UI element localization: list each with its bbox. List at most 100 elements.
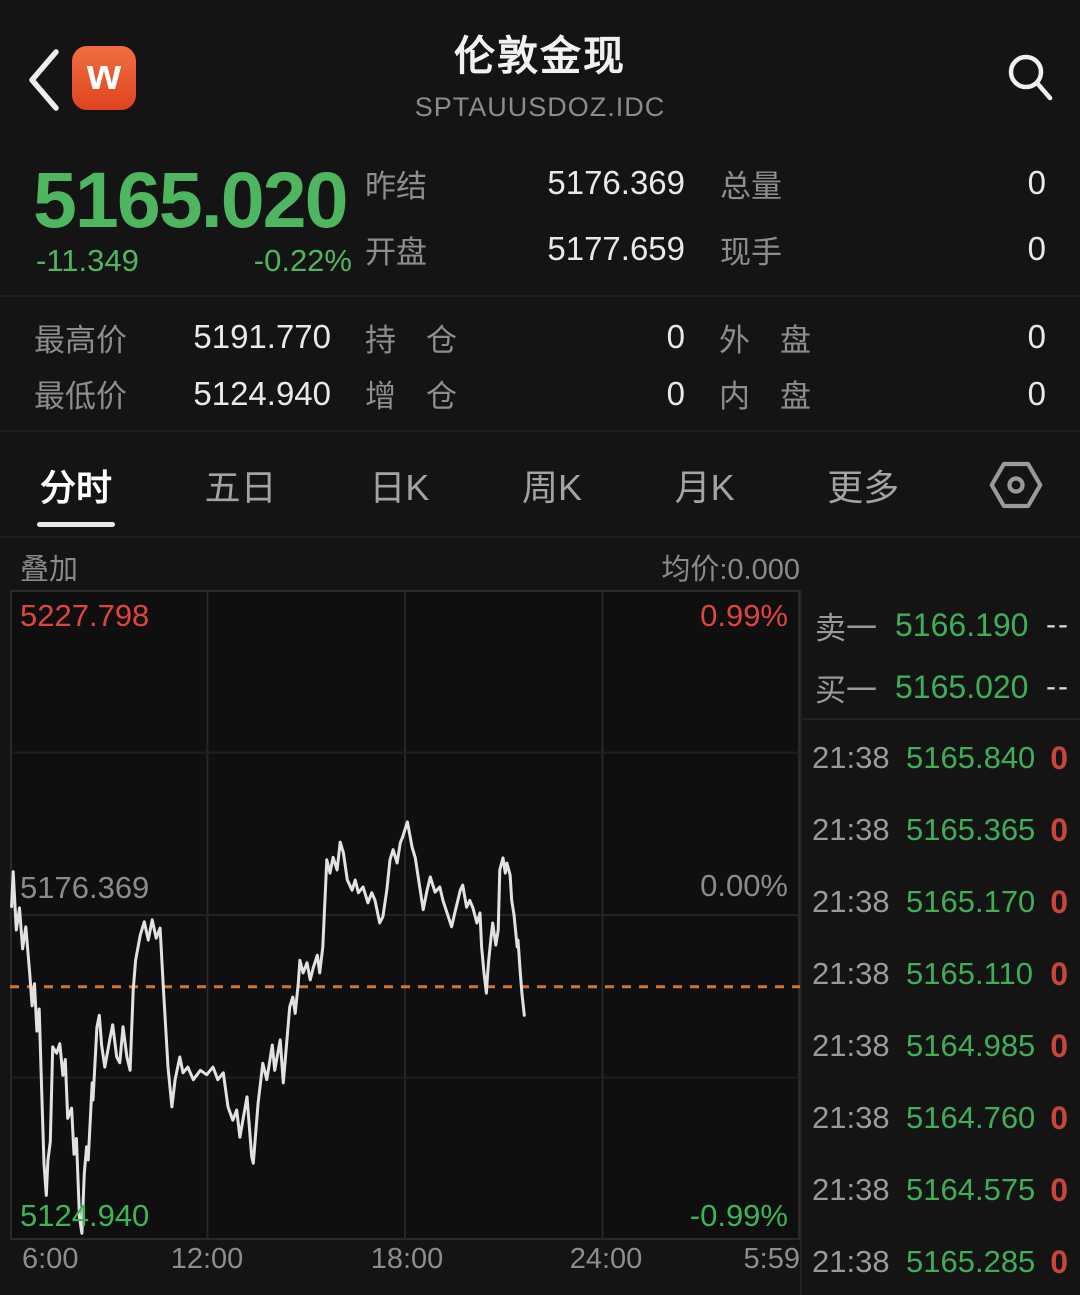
tab-intraday[interactable]: 分时 bbox=[34, 431, 118, 539]
chart-subbar: 叠加 均价:0.000 bbox=[0, 538, 1080, 590]
high-value: 5191.770 bbox=[193, 318, 331, 356]
page-title: 伦敦金现 bbox=[454, 33, 626, 79]
price-change-pct: -0.22% bbox=[253, 243, 352, 278]
tab-more[interactable]: 更多 bbox=[827, 467, 900, 508]
trade-time: 21:38 bbox=[812, 956, 890, 991]
tape-row: 21:38 5165.110 0 bbox=[802, 938, 1080, 1010]
trade-price: 5164.760 bbox=[906, 1100, 1036, 1135]
header: w 伦敦金现 SPTAUUSDOZ.IDC bbox=[0, 0, 1080, 140]
order-panel: 卖一 5166.190 -- 买一 5165.020 -- 21:38 5165… bbox=[800, 590, 1080, 1295]
trade-time: 21:38 bbox=[812, 1172, 890, 1207]
chart-prevclose-label: 5176.369 bbox=[20, 870, 150, 905]
open-label: 开盘 bbox=[365, 234, 427, 270]
chart-period-tabs: 分时 五日 日K 周K 月K 更多 bbox=[0, 434, 1080, 538]
active-tab-underline bbox=[37, 522, 115, 527]
tape-row: 21:38 5165.285 0 bbox=[802, 1226, 1080, 1295]
price-chart-canvas bbox=[10, 590, 800, 1240]
time-tick: 24:00 bbox=[569, 1243, 643, 1275]
bid-volume: -- bbox=[1046, 670, 1070, 703]
chart-settings-button[interactable] bbox=[986, 455, 1046, 515]
inner-lots-label: 内盘 bbox=[719, 379, 811, 415]
average-price-label: 均价:0.000 bbox=[661, 554, 800, 586]
prev-close-value: 5176.369 bbox=[547, 164, 685, 201]
low-label: 最低价 bbox=[34, 379, 127, 415]
last-price: 5165.020 bbox=[33, 155, 349, 244]
overlay-button[interactable]: 叠加 bbox=[20, 554, 79, 586]
volume-value: 0 bbox=[1027, 164, 1046, 201]
wind-app-logo[interactable]: w bbox=[72, 46, 136, 110]
volume-label: 总量 bbox=[720, 168, 782, 204]
trade-volume: 0 bbox=[1050, 811, 1068, 848]
trade-time: 21:38 bbox=[812, 812, 890, 847]
bid-price: 5165.020 bbox=[895, 668, 1029, 705]
trade-volume: 0 bbox=[1050, 955, 1068, 992]
change-row: -11.349 -0.22% bbox=[36, 243, 352, 279]
trade-price: 5165.285 bbox=[906, 1244, 1036, 1279]
ask-price: 5166.190 bbox=[895, 606, 1029, 643]
trade-tape[interactable]: 21:38 5165.840 0 21:38 5165.365 0 21:38 … bbox=[802, 720, 1080, 1295]
trade-volume: 0 bbox=[1050, 1243, 1068, 1280]
price-line bbox=[10, 820, 526, 1235]
stats-grid: 最高价 5191.770 持仓 0 外盘 0 最低价 5124.940 增仓 0… bbox=[0, 299, 1080, 432]
tab-monthly-k[interactable]: 月K bbox=[674, 467, 735, 508]
chart-zero-pct-label: 0.00% bbox=[700, 868, 788, 903]
open-interest-label: 持仓 bbox=[365, 322, 457, 358]
order-book: 卖一 5166.190 -- 买一 5165.020 -- bbox=[802, 590, 1080, 720]
tape-row: 21:38 5164.760 0 bbox=[802, 1082, 1080, 1154]
trade-volume: 0 bbox=[1050, 1171, 1068, 1208]
quote-summary: 5165.020 -11.349 -0.22% 昨结 5176.369 总量 0… bbox=[0, 140, 1080, 297]
chart-min-price-label: 5124.940 bbox=[20, 1198, 150, 1233]
trade-price: 5165.170 bbox=[906, 884, 1036, 919]
cur-vol-value: 0 bbox=[1027, 230, 1046, 267]
tab-daily-k[interactable]: 日K bbox=[369, 467, 430, 508]
ask-row[interactable]: 卖一 5166.190 -- bbox=[802, 594, 1080, 656]
tab-weekly-k[interactable]: 周K bbox=[521, 467, 582, 508]
low-value: 5124.940 bbox=[193, 374, 331, 412]
trade-volume: 0 bbox=[1050, 1099, 1068, 1136]
time-tick: 12:00 bbox=[170, 1243, 244, 1275]
prev-close-label: 昨结 bbox=[365, 168, 427, 204]
oi-change-label: 增仓 bbox=[365, 379, 457, 415]
trade-price: 5165.840 bbox=[906, 740, 1036, 775]
search-icon bbox=[1008, 54, 1053, 101]
trade-price: 5165.110 bbox=[906, 956, 1033, 991]
open-interest-value: 0 bbox=[666, 318, 685, 356]
back-button[interactable] bbox=[22, 46, 68, 114]
search-button[interactable] bbox=[1004, 50, 1056, 106]
chart-max-pct-label: 0.99% bbox=[700, 598, 788, 633]
tape-row: 21:38 5165.365 0 bbox=[802, 794, 1080, 866]
open-value: 5177.659 bbox=[547, 230, 685, 267]
time-tick: 18:00 bbox=[370, 1243, 444, 1275]
trade-time: 21:38 bbox=[812, 740, 890, 775]
quote-fields: 昨结 5176.369 总量 0 开盘 5177.659 现手 0 bbox=[365, 150, 1046, 282]
inner-lots-value: 0 bbox=[1027, 374, 1046, 412]
chart-min-pct-label: -0.99% bbox=[689, 1198, 788, 1233]
outer-lots-label: 外盘 bbox=[719, 322, 811, 358]
trade-volume: 0 bbox=[1050, 883, 1068, 920]
trade-price: 5165.365 bbox=[906, 812, 1036, 847]
tape-row: 21:38 5164.575 0 bbox=[802, 1154, 1080, 1226]
chart-max-price-label: 5227.798 bbox=[20, 598, 150, 633]
tape-row: 21:38 5164.985 0 bbox=[802, 1010, 1080, 1082]
chevron-left-icon bbox=[29, 49, 59, 111]
time-axis: 6:00 12:00 18:00 24:00 5:59 bbox=[10, 1243, 800, 1281]
hexagon-gear-icon bbox=[989, 461, 1043, 509]
high-label: 最高价 bbox=[34, 322, 127, 358]
trade-price: 5164.985 bbox=[906, 1028, 1036, 1063]
oi-change-value: 0 bbox=[666, 374, 685, 412]
ask-label: 卖一 bbox=[815, 610, 877, 646]
trade-volume: 0 bbox=[1050, 739, 1068, 776]
time-tick: 6:00 bbox=[22, 1243, 79, 1275]
price-change: -11.349 bbox=[36, 243, 139, 278]
tab-five-day[interactable]: 五日 bbox=[204, 467, 277, 508]
outer-lots-value: 0 bbox=[1027, 318, 1046, 356]
trade-time: 21:38 bbox=[812, 884, 890, 919]
trade-volume: 0 bbox=[1050, 1027, 1068, 1064]
trade-time: 21:38 bbox=[812, 1244, 890, 1279]
trade-time: 21:38 bbox=[812, 1100, 890, 1135]
bid-row[interactable]: 买一 5165.020 -- bbox=[802, 656, 1080, 718]
tape-row: 21:38 5165.170 0 bbox=[802, 866, 1080, 938]
intraday-chart[interactable]: 5227.798 0.99% 5176.369 0.00% 5124.940 -… bbox=[10, 590, 800, 1240]
cur-vol-label: 现手 bbox=[720, 234, 782, 270]
